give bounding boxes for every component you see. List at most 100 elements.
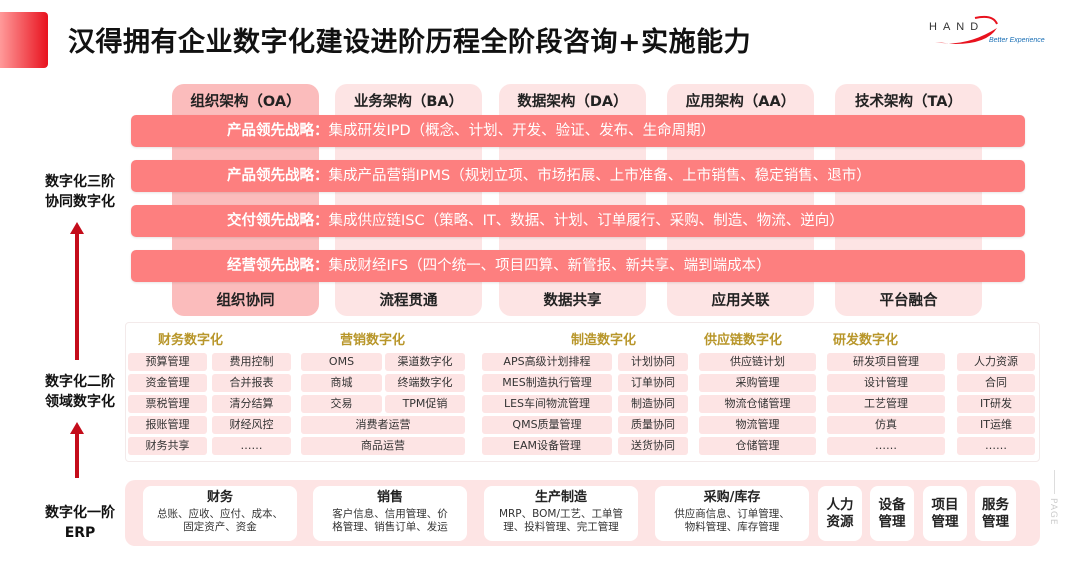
domain-chip: 仿真: [827, 416, 945, 434]
domain-chip: 预算管理: [128, 353, 207, 371]
domain-chip: 商品运营: [301, 437, 465, 455]
strategy-text: 集成供应链ISC（策略、IT、数据、计划、订单履行、采购、制造、物流、逆向）: [328, 213, 844, 229]
pillar-outcome: 平台融合: [879, 293, 938, 309]
domain-heading: 营销数字化: [340, 333, 406, 348]
page-label: PAGE: [1048, 498, 1058, 526]
domain-chip: 财务共享: [128, 437, 207, 455]
domain-chip: ……: [212, 437, 291, 455]
hand-logo: HAND Better Experience: [929, 15, 1045, 44]
pillar-title: 业务架构（BA）: [353, 94, 464, 110]
erp-module-desc: 总账、应收、应付、成本、 固定资产、资金: [157, 508, 283, 533]
pillar-outcome: 应用关联: [711, 293, 770, 309]
level-2-label: 数字化二阶领域数字化: [34, 372, 126, 412]
domain-chip: 送货协同: [618, 437, 688, 455]
domain-chip: 费用控制: [212, 353, 291, 371]
erp-module-card: 生产制造 MRP、BOM/工艺、工单管 理、投料管理、完工管理: [484, 486, 638, 541]
strategy-bar-ipd: 产品领先战略：集成研发IPD（概念、计划、开发、验证、发布、生命周期）: [131, 115, 1025, 147]
pillar-title: 数据架构（DA）: [517, 94, 628, 110]
level-3-label: 数字化三阶协同数字化: [34, 172, 126, 212]
strategy-text: 集成财经IFS（四个统一、项目四算、新管报、新共享、端到端成本）: [328, 258, 771, 274]
svg-text:Better Experience: Better Experience: [989, 37, 1045, 44]
strategy-text: 集成研发IPD（概念、计划、开发、验证、发布、生命周期）: [328, 123, 716, 139]
domain-heading: 供应链数字化: [704, 333, 783, 348]
level-desc: ERP: [64, 525, 96, 541]
domain-chip: 终端数字化: [385, 374, 465, 392]
level-name: 数字化二阶: [45, 374, 115, 390]
domain-heading: 财务数字化: [158, 333, 224, 348]
pillar-outcome: 流程贯通: [379, 293, 438, 309]
erp-module-card: 服务 管理: [975, 486, 1016, 541]
erp-module-card: 人力 资源: [818, 486, 862, 541]
strategy-label: 产品领先战略：: [227, 168, 329, 184]
domain-chip: 资金管理: [128, 374, 207, 392]
domain-chip: 商城: [301, 374, 382, 392]
pillar-title: 技术架构（TA）: [855, 94, 962, 110]
erp-module-card: 财务 总账、应收、应付、成本、 固定资产、资金: [143, 486, 297, 541]
domain-chip: 物流仓储管理: [699, 395, 816, 413]
strategy-text: 集成产品营销IPMS（规划立项、市场拓展、上市准备、上市销售、稳定销售、退市）: [328, 168, 871, 184]
domain-section: [125, 322, 1040, 462]
domain-chip: LES车间物流管理: [482, 395, 612, 413]
level-name: 数字化一阶: [45, 505, 115, 521]
accent-bar: [0, 12, 48, 68]
page-title: 汉得拥有企业数字化建设进阶历程全阶段咨询+实施能力: [68, 27, 752, 58]
domain-chip: 计划协同: [618, 353, 688, 371]
erp-module-desc: 供应商信息、订单管理、 物料管理、库存管理: [674, 508, 790, 533]
strategy-label: 经营领先战略：: [227, 258, 329, 274]
arrow-up-icon: [70, 222, 84, 360]
domain-chip: ……: [957, 437, 1035, 455]
domain-chip: IT运维: [957, 416, 1035, 434]
domain-chip: TPM促销: [385, 395, 465, 413]
erp-module-card: 销售客户信息、信用管理、价 格管理、销售订单、发运: [313, 486, 467, 541]
strategy-bar-ipms: 产品领先战略：集成产品营销IPMS（规划立项、市场拓展、上市准备、上市销售、稳定…: [131, 160, 1025, 192]
domain-chip: 研发项目管理: [827, 353, 945, 371]
domain-chip: EAM设备管理: [482, 437, 612, 455]
erp-module-title: 销售: [376, 490, 403, 505]
domain-chip: 清分结算: [212, 395, 291, 413]
erp-module-card: 采购/库存供应商信息、订单管理、 物料管理、库存管理: [655, 486, 809, 541]
level-desc: 协同数字化: [45, 194, 115, 210]
pillar-outcome: 组织协同: [216, 293, 275, 309]
pillar-title: 应用架构（AA）: [685, 94, 796, 110]
domain-chip: 仓储管理: [699, 437, 816, 455]
erp-module-title: 项目 管理: [931, 496, 959, 530]
domain-chip: 工艺管理: [827, 395, 945, 413]
pillar-outcome: 数据共享: [543, 293, 602, 309]
level-desc: 领域数字化: [45, 394, 115, 410]
domain-chip: 制造协同: [618, 395, 688, 413]
erp-module-title: 服务 管理: [982, 496, 1009, 530]
level-1-label: 数字化一阶 ERP: [34, 503, 126, 543]
domain-chip: 财经风控: [212, 416, 291, 434]
domain-chip: 合并报表: [212, 374, 291, 392]
erp-module-title: 采购/库存: [703, 490, 761, 505]
domain-heading: 研发数字化: [833, 333, 899, 348]
level-name: 数字化三阶: [45, 174, 115, 190]
domain-chip: IT研发: [957, 395, 1035, 413]
divider: [1054, 470, 1055, 494]
strategy-label: 产品领先战略：: [227, 123, 329, 139]
domain-chip: 渠道数字化: [385, 353, 465, 371]
domain-chip: 人力资源: [957, 353, 1035, 371]
domain-chip: QMS质量管理: [482, 416, 612, 434]
domain-chip: 质量协同: [618, 416, 688, 434]
arrow-up-icon: [70, 422, 84, 478]
svg-text:HAND: HAND: [929, 21, 984, 33]
erp-module-card: 设备 管理: [870, 486, 914, 541]
domain-chip: 采购管理: [699, 374, 816, 392]
domain-chip: 报账管理: [128, 416, 207, 434]
domain-heading: 制造数字化: [571, 333, 637, 348]
domain-chip: 设计管理: [827, 374, 945, 392]
erp-module-desc: MRP、BOM/工艺、工单管 理、投料管理、完工管理: [498, 508, 624, 533]
domain-chip: 供应链计划: [699, 353, 816, 371]
domain-chip: 合同: [957, 374, 1035, 392]
domain-chip: ……: [827, 437, 945, 455]
erp-module-title: 生产制造: [534, 490, 587, 505]
pillar-title: 组织架构（OA）: [190, 94, 301, 110]
domain-chip: 订单协同: [618, 374, 688, 392]
domain-chip: 交易: [301, 395, 382, 413]
erp-module-title: 人力 资源: [826, 496, 854, 530]
strategy-bar-ifs: 经营领先战略：集成财经IFS（四个统一、项目四算、新管报、新共享、端到端成本）: [131, 250, 1025, 282]
strategy-bar-isc: 交付领先战略：集成供应链ISC（策略、IT、数据、计划、订单履行、采购、制造、物…: [131, 205, 1025, 237]
erp-module-desc: 客户信息、信用管理、价 格管理、销售订单、发运: [332, 508, 448, 533]
domain-chip: 票税管理: [128, 395, 207, 413]
